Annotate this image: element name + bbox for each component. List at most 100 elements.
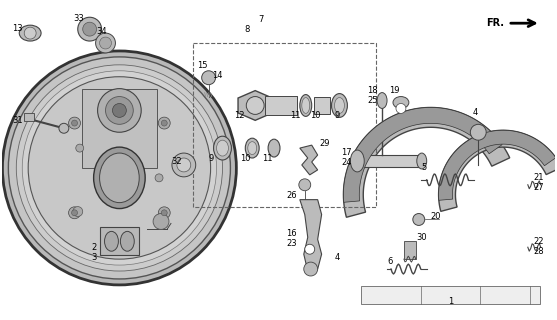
Circle shape — [177, 158, 190, 172]
Text: 2: 2 — [92, 243, 97, 252]
Bar — [361, 286, 540, 304]
Circle shape — [24, 27, 36, 39]
Ellipse shape — [248, 142, 257, 155]
Text: 8: 8 — [245, 25, 250, 34]
Polygon shape — [438, 130, 557, 212]
Text: 10: 10 — [240, 154, 251, 163]
Text: 26: 26 — [286, 191, 296, 200]
Circle shape — [69, 207, 80, 219]
Text: 16: 16 — [286, 229, 296, 238]
Text: 14: 14 — [213, 71, 223, 80]
Text: 12: 12 — [234, 111, 245, 120]
Ellipse shape — [377, 92, 387, 108]
Text: 3: 3 — [92, 253, 97, 262]
Polygon shape — [238, 91, 272, 120]
Circle shape — [71, 210, 77, 216]
Ellipse shape — [417, 153, 427, 169]
Circle shape — [396, 103, 406, 113]
Circle shape — [413, 213, 425, 225]
Ellipse shape — [94, 147, 145, 209]
Circle shape — [172, 153, 196, 177]
Circle shape — [96, 33, 115, 53]
Circle shape — [69, 117, 80, 129]
Text: 24: 24 — [341, 158, 352, 167]
Text: 32: 32 — [171, 157, 182, 166]
Circle shape — [105, 97, 133, 124]
Ellipse shape — [331, 93, 348, 117]
Ellipse shape — [393, 97, 409, 108]
Circle shape — [470, 124, 486, 140]
Circle shape — [113, 103, 126, 117]
Circle shape — [299, 179, 311, 191]
Circle shape — [304, 262, 317, 276]
Bar — [357, 155, 422, 167]
Bar — [265, 96, 297, 116]
Text: 20: 20 — [431, 212, 441, 221]
Text: 15: 15 — [197, 61, 207, 70]
Text: 19: 19 — [389, 86, 399, 95]
Ellipse shape — [350, 150, 364, 172]
Bar — [193, 43, 376, 207]
Text: 9: 9 — [335, 111, 340, 120]
Bar — [404, 241, 416, 259]
Text: 22: 22 — [534, 237, 544, 246]
Text: 28: 28 — [534, 247, 544, 256]
Text: 4: 4 — [472, 108, 477, 117]
Text: 23: 23 — [286, 239, 296, 248]
Circle shape — [153, 213, 169, 229]
Ellipse shape — [213, 136, 231, 160]
Text: 4: 4 — [335, 253, 340, 262]
Text: 29: 29 — [320, 139, 330, 148]
Ellipse shape — [245, 138, 259, 158]
Circle shape — [59, 123, 69, 133]
Circle shape — [76, 144, 84, 152]
Text: 30: 30 — [417, 233, 427, 242]
Text: 11: 11 — [262, 154, 272, 163]
Bar — [314, 97, 330, 114]
Ellipse shape — [217, 140, 228, 156]
Circle shape — [97, 89, 141, 132]
Ellipse shape — [335, 98, 344, 113]
Circle shape — [158, 117, 170, 129]
Text: 13: 13 — [12, 24, 23, 33]
Circle shape — [22, 71, 217, 265]
Text: 9: 9 — [209, 154, 214, 163]
Circle shape — [73, 207, 82, 217]
Text: 10: 10 — [310, 111, 320, 120]
Text: 31: 31 — [12, 116, 23, 125]
Text: 7: 7 — [258, 15, 263, 24]
Ellipse shape — [300, 95, 312, 116]
Circle shape — [162, 120, 167, 126]
Text: 5: 5 — [422, 164, 427, 172]
Text: 18: 18 — [367, 86, 378, 95]
Text: 11: 11 — [290, 111, 300, 120]
Circle shape — [78, 17, 101, 41]
Ellipse shape — [120, 231, 134, 251]
Circle shape — [8, 57, 231, 279]
Text: 1: 1 — [448, 297, 454, 306]
Text: 25: 25 — [367, 96, 378, 105]
Circle shape — [16, 65, 222, 271]
Ellipse shape — [268, 139, 280, 157]
Polygon shape — [300, 200, 321, 271]
Text: 34: 34 — [96, 27, 107, 36]
Circle shape — [158, 207, 170, 219]
Circle shape — [162, 210, 167, 216]
Ellipse shape — [19, 25, 41, 41]
Polygon shape — [438, 130, 556, 200]
Bar — [100, 228, 139, 255]
Circle shape — [28, 77, 211, 259]
Circle shape — [305, 244, 315, 254]
Text: 33: 33 — [74, 14, 85, 23]
Circle shape — [2, 51, 236, 285]
Circle shape — [155, 174, 163, 182]
Text: 6: 6 — [387, 257, 393, 266]
Bar — [82, 89, 157, 168]
Text: 21: 21 — [534, 173, 544, 182]
Text: 17: 17 — [341, 148, 352, 156]
Bar — [24, 113, 34, 121]
Text: 27: 27 — [534, 183, 544, 192]
Circle shape — [100, 37, 111, 49]
Polygon shape — [344, 108, 510, 217]
Ellipse shape — [302, 98, 310, 113]
